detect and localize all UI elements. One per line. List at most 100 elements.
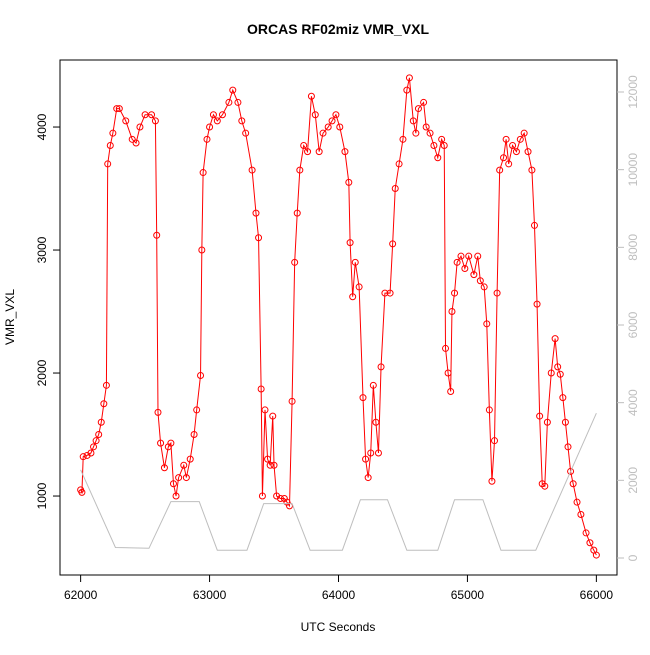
data-point [500, 154, 508, 162]
data-point [104, 160, 112, 168]
data-point [457, 252, 465, 260]
data-point [362, 455, 370, 463]
data-point [203, 135, 211, 143]
data-point [106, 141, 114, 149]
series-line [80, 77, 597, 556]
data-point [288, 397, 296, 405]
data-point [528, 166, 536, 174]
data-point [485, 406, 493, 414]
data-point [434, 154, 442, 162]
y2-tick-label: 6000 [626, 311, 640, 338]
data-point [172, 492, 180, 500]
data-point [198, 246, 206, 254]
data-point [474, 252, 482, 260]
y2-tick-label: 12000 [626, 75, 640, 109]
data-point [182, 474, 190, 482]
data-point [442, 344, 450, 352]
data-point [92, 437, 100, 445]
data-point [493, 289, 501, 297]
data-point [395, 160, 403, 168]
data-point [229, 86, 237, 94]
data-point [78, 488, 86, 496]
data-point [491, 437, 499, 445]
data-point [569, 480, 577, 488]
data-point [225, 98, 233, 106]
data-point [582, 529, 590, 537]
data-point [304, 148, 312, 156]
y-tick-label: 4000 [35, 113, 49, 140]
data-point [403, 86, 411, 94]
data-point [95, 431, 103, 439]
data-point [573, 498, 581, 506]
data-point [355, 283, 363, 291]
data-point [242, 129, 250, 137]
data-point [291, 258, 299, 266]
data-point [533, 300, 541, 308]
data-point [516, 135, 524, 143]
y2-tick-label: 8000 [626, 234, 640, 261]
data-point [412, 129, 420, 137]
data-point [128, 135, 136, 143]
data-point [234, 98, 242, 106]
data-point [154, 408, 162, 416]
x-tick-label: 66000 [580, 588, 614, 602]
data-point [346, 239, 354, 247]
data-point [551, 335, 559, 343]
data-point [113, 105, 121, 113]
data-point [332, 111, 340, 119]
data-point [336, 123, 344, 131]
data-point [276, 494, 284, 502]
data-point [496, 166, 504, 174]
data-point [564, 443, 572, 451]
data-point [520, 129, 528, 137]
x-tick-label: 63000 [193, 588, 227, 602]
x-tick-label: 62000 [64, 588, 98, 602]
data-point [426, 129, 434, 137]
data-point [255, 234, 263, 242]
data-point [543, 418, 551, 426]
data-point [87, 449, 95, 457]
data-point [175, 474, 183, 482]
data-point [567, 467, 575, 475]
data-point [190, 431, 198, 439]
data-point [197, 371, 205, 379]
data-point [488, 477, 496, 485]
series-line [80, 412, 597, 551]
data-point [465, 252, 473, 260]
data-point [359, 394, 367, 402]
data-point [157, 439, 165, 447]
x-tick-label: 65000 [451, 588, 485, 602]
data-point [269, 412, 277, 420]
data-point [257, 385, 265, 393]
data-point [447, 387, 455, 395]
data-point [483, 320, 491, 328]
data-point [422, 123, 430, 131]
y2-tick-label: 2000 [626, 467, 640, 494]
data-point [351, 258, 359, 266]
data-point [151, 117, 159, 125]
data-point [186, 455, 194, 463]
data-point [248, 166, 256, 174]
data-point [530, 221, 538, 229]
data-point [391, 185, 399, 193]
data-point [547, 369, 555, 377]
data-point [461, 264, 469, 272]
data-point [409, 117, 417, 125]
data-point [341, 148, 349, 156]
data-point [559, 394, 567, 402]
data-point [102, 381, 110, 389]
y2-tick-label: 0 [626, 554, 640, 561]
data-point [258, 492, 266, 500]
data-point [109, 129, 117, 137]
data-point [167, 439, 175, 447]
data-point [169, 480, 177, 488]
data-point [592, 551, 600, 559]
data-point [505, 160, 513, 168]
data-point [160, 464, 168, 472]
data-point [541, 482, 549, 490]
data-point [206, 123, 214, 131]
data-point [296, 166, 304, 174]
data-point [374, 449, 382, 457]
